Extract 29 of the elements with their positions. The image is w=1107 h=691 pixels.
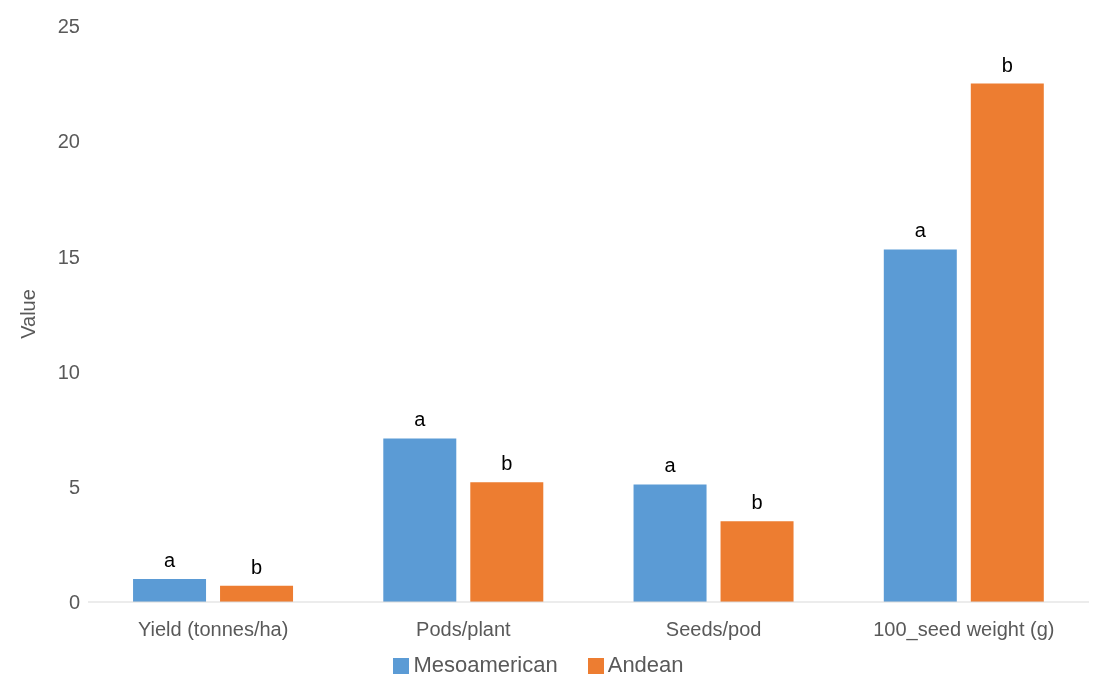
bar [383, 438, 457, 602]
data-label: b [1001, 53, 1013, 76]
x-tick-label: Pods/plant [416, 618, 512, 641]
x-tick-label: 100_seed weight (g) [873, 618, 1055, 642]
y-tick-label: 0 [68, 591, 80, 614]
bar [720, 521, 794, 602]
x-tick-label: Yield (tonnes/ha) [137, 618, 289, 641]
data-label: a [664, 454, 677, 477]
bar [220, 585, 294, 602]
data-label: a [414, 408, 427, 431]
y-tick-label: 25 [57, 15, 80, 38]
y-tick-label: 5 [68, 475, 80, 498]
bar [133, 578, 207, 602]
bar [970, 83, 1044, 602]
bar [633, 484, 707, 602]
data-label: b [751, 491, 763, 514]
data-label: a [914, 219, 927, 242]
x-tick-label: Seeds/pod [665, 618, 762, 641]
y-tick-label: 20 [57, 130, 80, 153]
bar [470, 482, 544, 602]
y-tick-label: 15 [57, 245, 80, 268]
legend-label: Mesoamerican [413, 652, 558, 677]
legend-label: Andean [607, 652, 684, 677]
data-label: b [250, 555, 263, 578]
data-label: a [163, 548, 176, 571]
y-axis-title: Value [17, 289, 40, 339]
bar [883, 249, 957, 602]
data-label: b [501, 452, 513, 475]
y-tick-label: 10 [57, 360, 80, 383]
